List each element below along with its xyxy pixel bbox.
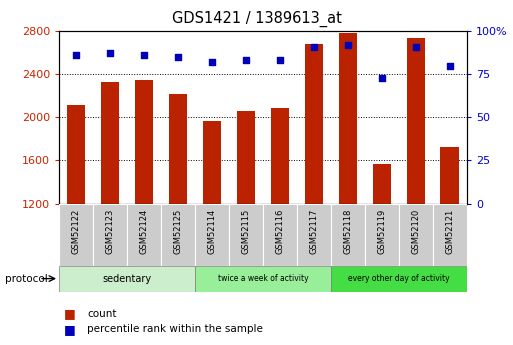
Text: GSM52121: GSM52121 [445, 208, 455, 254]
Text: GSM52119: GSM52119 [378, 208, 386, 254]
Text: every other day of activity: every other day of activity [348, 274, 450, 283]
Bar [270, 108, 289, 204]
Point [344, 42, 352, 48]
Bar [59, 266, 195, 292]
Point [412, 44, 420, 49]
Bar [169, 93, 187, 204]
Bar [365, 204, 399, 266]
Bar [203, 120, 221, 204]
Text: twice a week of activity: twice a week of activity [218, 274, 308, 283]
Point [378, 75, 386, 80]
Bar [331, 266, 467, 292]
Text: GSM52122: GSM52122 [71, 208, 81, 254]
Text: ■: ■ [64, 307, 76, 321]
Point [242, 58, 250, 63]
Text: GSM52123: GSM52123 [106, 208, 114, 254]
Bar [195, 266, 331, 292]
Text: percentile rank within the sample: percentile rank within the sample [87, 325, 263, 334]
Point [446, 63, 454, 68]
Bar [127, 204, 161, 266]
Bar [195, 204, 229, 266]
Bar [372, 164, 391, 204]
Bar [93, 204, 127, 266]
Bar [229, 204, 263, 266]
Bar [441, 148, 459, 204]
Bar [331, 204, 365, 266]
Text: GSM52124: GSM52124 [140, 208, 148, 254]
Bar [101, 82, 120, 204]
Bar [134, 80, 153, 204]
Point [310, 44, 318, 49]
Text: GSM52125: GSM52125 [173, 208, 183, 254]
Text: GSM52115: GSM52115 [242, 208, 250, 254]
Text: GSM52117: GSM52117 [309, 208, 319, 254]
Text: protocol: protocol [5, 274, 48, 284]
Bar [399, 204, 433, 266]
Text: GSM52114: GSM52114 [207, 208, 216, 254]
Bar [297, 204, 331, 266]
Text: GSM52120: GSM52120 [411, 208, 420, 254]
Text: sedentary: sedentary [103, 274, 151, 284]
Point [208, 59, 216, 65]
Bar [59, 204, 93, 266]
Bar [433, 204, 467, 266]
Point [276, 58, 284, 63]
Point [106, 51, 114, 56]
Bar [161, 204, 195, 266]
Text: GSM52118: GSM52118 [343, 208, 352, 254]
Bar [236, 111, 255, 204]
Point [174, 54, 182, 60]
Text: ■: ■ [64, 323, 76, 336]
Bar [406, 38, 425, 204]
Bar [263, 204, 297, 266]
Point [72, 52, 80, 58]
Text: GDS1421 / 1389613_at: GDS1421 / 1389613_at [171, 10, 342, 27]
Bar [67, 106, 85, 204]
Bar [339, 33, 357, 204]
Text: GSM52116: GSM52116 [275, 208, 284, 254]
Point [140, 52, 148, 58]
Bar [305, 44, 323, 204]
Text: count: count [87, 309, 117, 319]
